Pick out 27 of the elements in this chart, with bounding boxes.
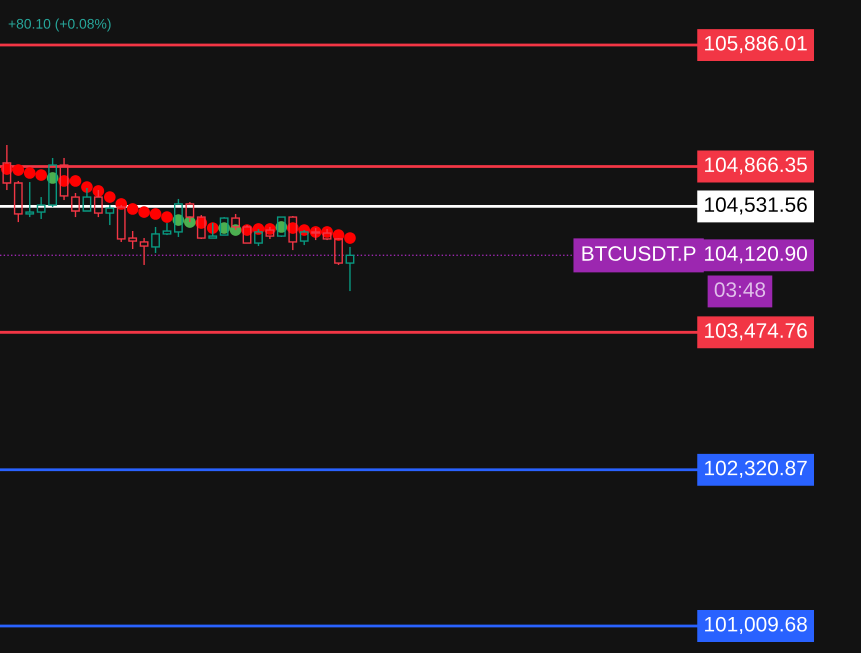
ref-line-label: 104,531.56	[705, 197, 807, 214]
point	[81, 181, 93, 193]
point	[138, 206, 150, 218]
ref-line-label: 104,866.35	[705, 157, 807, 175]
point	[24, 167, 36, 179]
candlestick	[36, 196, 46, 220]
candlestick	[311, 227, 320, 241]
point	[161, 211, 173, 223]
candlestick	[128, 230, 138, 250]
ref-line-label: 105,886.01	[705, 36, 807, 54]
ref-line-label: 103,474.76	[705, 323, 807, 340]
text: BTCUSDT.P	[582, 246, 696, 261]
point	[332, 229, 344, 241]
point	[344, 232, 356, 244]
point	[150, 208, 162, 220]
candlestick	[140, 237, 149, 266]
point	[35, 169, 47, 181]
text: 03:48	[714, 282, 766, 298]
annotation: +80.10 (+0.08%)	[8, 18, 111, 32]
ref-line-label: 104,120.90	[705, 246, 807, 264]
point	[126, 203, 138, 215]
point	[12, 164, 24, 176]
ref-line-label: 102,320.87	[705, 460, 807, 478]
point	[104, 191, 116, 203]
candlestick	[174, 198, 183, 238]
point	[70, 175, 82, 187]
ref-line-label: 101,009.68	[705, 616, 807, 634]
